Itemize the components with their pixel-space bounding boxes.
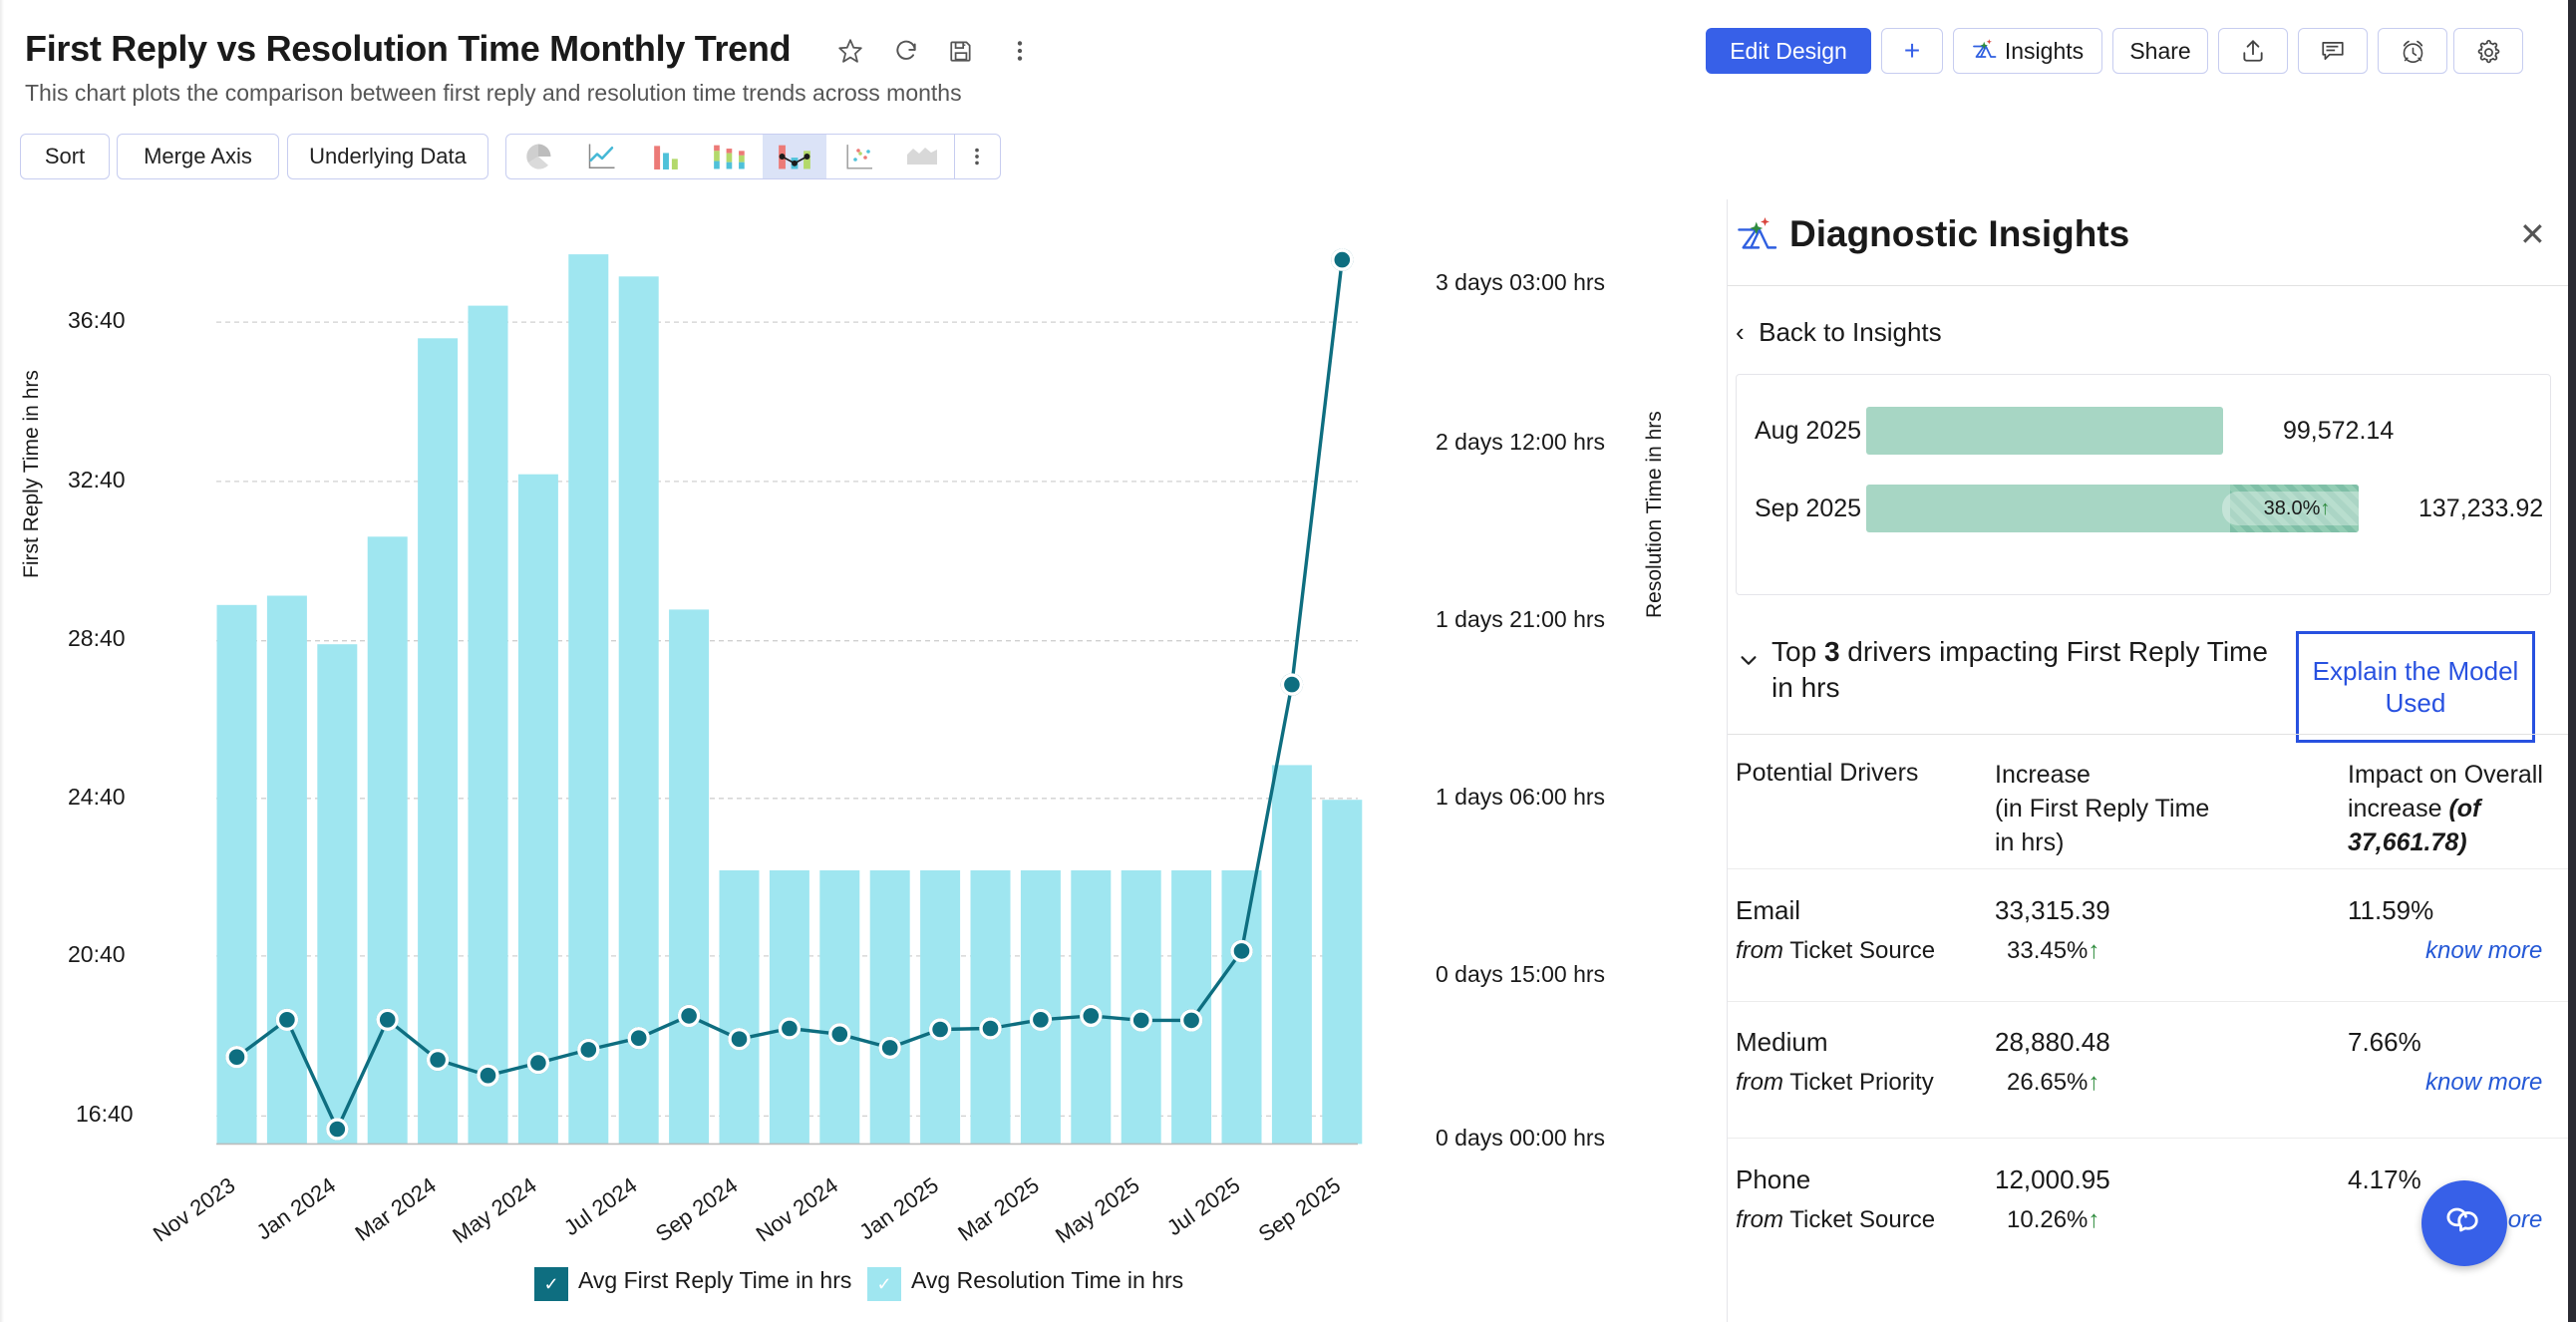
svg-text:Mar 2024: Mar 2024 xyxy=(350,1172,440,1246)
svg-text:Sep 2024: Sep 2024 xyxy=(651,1172,743,1247)
svg-text:Jan 2024: Jan 2024 xyxy=(252,1172,340,1244)
svg-text:Jul 2024: Jul 2024 xyxy=(559,1172,641,1240)
svg-text:May 2025: May 2025 xyxy=(1051,1172,1143,1248)
svg-text:Jan 2025: Jan 2025 xyxy=(854,1172,942,1244)
svg-text:Mar 2025: Mar 2025 xyxy=(953,1172,1043,1246)
svg-text:Sep 2025: Sep 2025 xyxy=(1254,1172,1346,1247)
svg-text:May 2024: May 2024 xyxy=(448,1172,540,1248)
svg-text:Nov 2023: Nov 2023 xyxy=(149,1172,239,1247)
svg-text:Nov 2024: Nov 2024 xyxy=(752,1172,842,1247)
svg-text:Jul 2025: Jul 2025 xyxy=(1162,1172,1244,1240)
